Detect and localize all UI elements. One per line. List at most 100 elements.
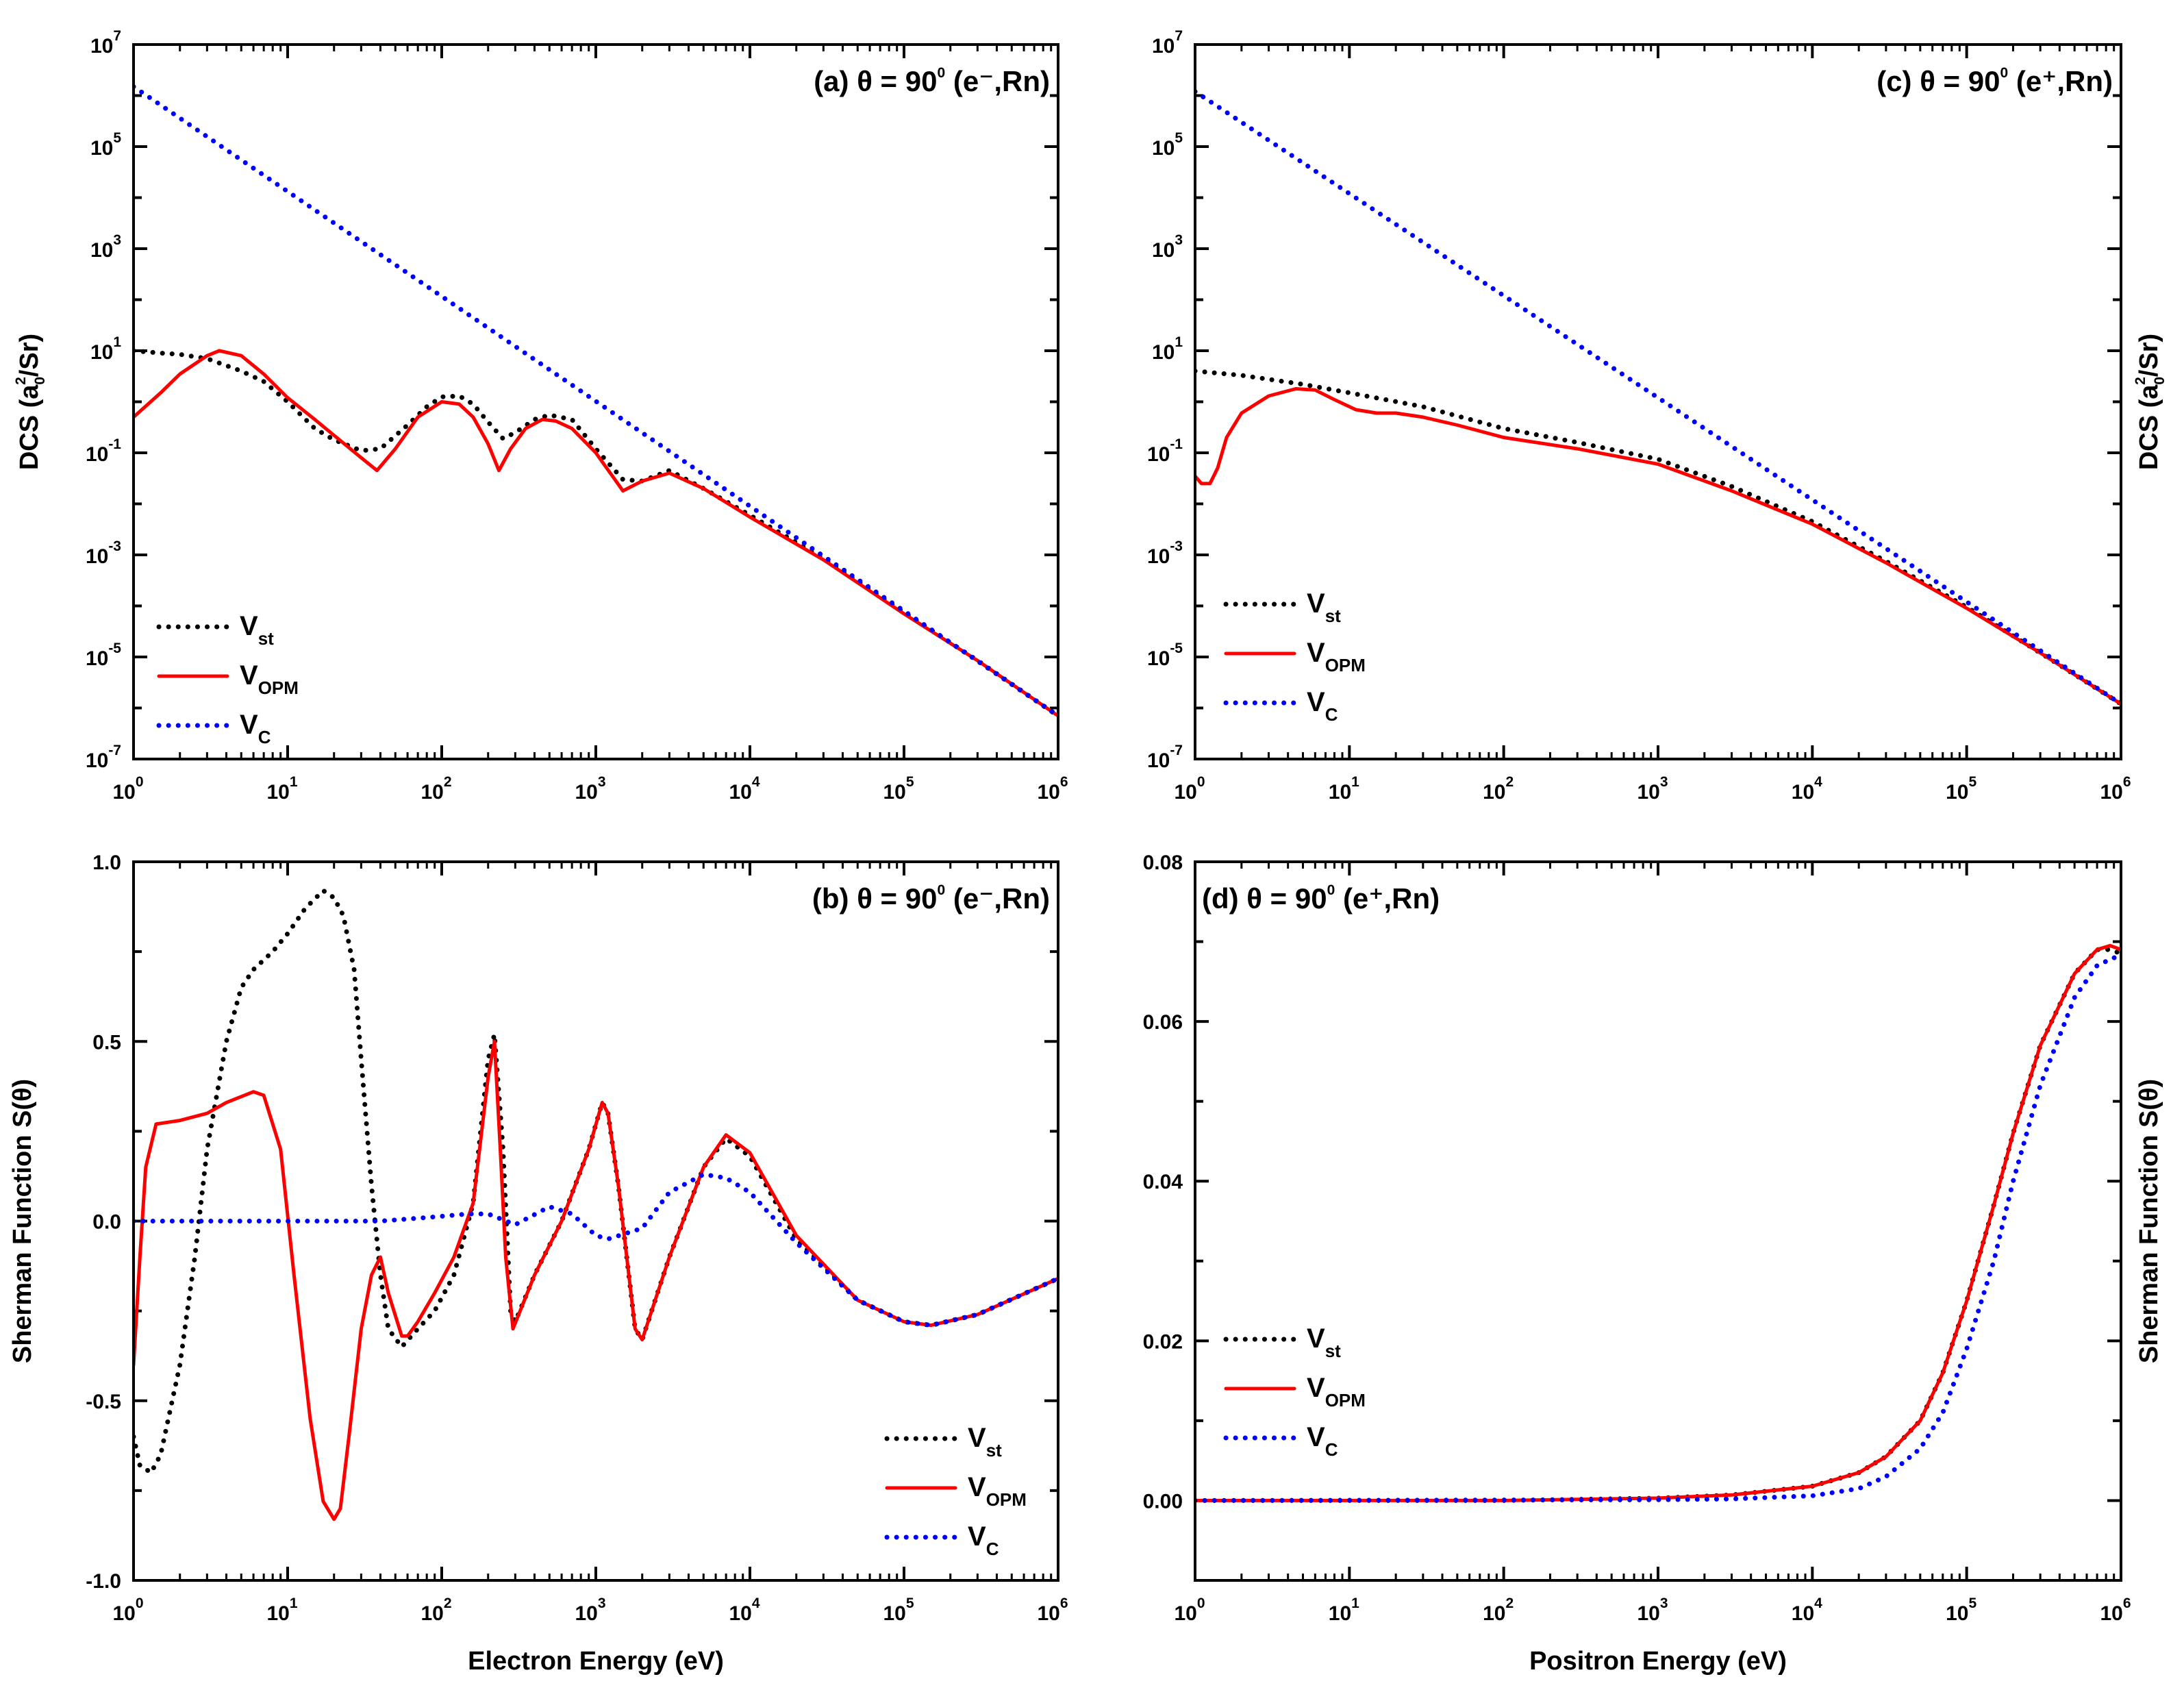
x-axis-label: Electron Energy (eV) [468, 1647, 724, 1676]
y-tick-label: 1.0 [92, 852, 121, 874]
panel-d: 100 101 102 103 104 105 106 0.00 0.02 0.04 0.06 0.0… [1143, 852, 2163, 1676]
legend: Vst VOPM VC [156, 611, 299, 747]
y-tick-label: 103 [1152, 232, 1183, 262]
plot-frame [1194, 860, 2122, 1582]
series-line-opm [1195, 387, 2121, 706]
y-tick-label: 107 [90, 28, 121, 58]
series-line-st [134, 348, 1058, 719]
y-tick-label: 103 [90, 232, 121, 262]
legend: Vst VOPM VC [884, 1423, 1027, 1559]
x-tick-label: 100 [112, 774, 143, 804]
y-tick-label: 0.02 [1143, 1330, 1183, 1353]
plot-frame [132, 860, 1059, 1582]
panel-c: 100 101 102 103 104 105 106 10-7 10-5 10-3 10-1 101… [1147, 28, 2168, 804]
y-tick-label: 101 [90, 334, 121, 364]
x-tick-label: 103 [575, 774, 605, 804]
x-tick-label: 100 [1174, 1595, 1205, 1625]
series-line-c [134, 1171, 1058, 1328]
x-tick-label: 103 [575, 1595, 605, 1625]
series-line-st [1195, 947, 2121, 1503]
y-tick-label: 10-5 [86, 641, 121, 670]
x-tick-label: 101 [1329, 1595, 1359, 1625]
y-axis-label: DCS (a02/Sr) [2133, 334, 2168, 470]
y-axis-label: Sherman Function S(θ) [8, 1079, 37, 1363]
x-tick-label: 106 [1037, 1595, 1068, 1625]
legend-label-c: VC [968, 1521, 999, 1559]
x-tick-label: 105 [1946, 1595, 1976, 1625]
x-tick-label: 100 [1174, 774, 1205, 804]
legend-label-c: VC [240, 710, 271, 747]
legend-label-opm: VOPM [240, 660, 299, 698]
y-tick-label: 0.08 [1143, 852, 1183, 874]
y-tick-label: -0.5 [86, 1391, 121, 1413]
legend-label-st: Vst [1307, 1324, 1341, 1361]
y-tick-label: 0.5 [92, 1031, 121, 1054]
series-line-st [1195, 369, 2121, 707]
legend-label-opm: VOPM [968, 1472, 1027, 1510]
series-line-opm [134, 349, 1058, 718]
legend-label-opm: VOPM [1307, 638, 1366, 675]
legend-label-c: VC [1307, 687, 1338, 725]
y-tick-label: 10-7 [1147, 743, 1183, 772]
x-tick-label: 103 [1637, 774, 1668, 804]
x-tick-label: 105 [883, 1595, 914, 1625]
legend: Vst VOPM VC [1223, 588, 1366, 725]
y-tick-label: -1.0 [86, 1570, 121, 1593]
panel-title: (b) θ = 900 (e⁻,Rn) [812, 882, 1050, 915]
panel-b: 100 101 102 103 104 105 106 -1.0 -0.5 0.0 0.5 1.0 (b… [8, 852, 1068, 1676]
y-tick-label: 0.0 [92, 1211, 121, 1234]
x-tick-label: 102 [421, 774, 451, 804]
y-tick-label: 10-1 [1147, 436, 1183, 466]
x-tick-label: 104 [1792, 774, 1822, 804]
y-tick-label: 0.00 [1143, 1490, 1183, 1513]
series-line-c [1195, 955, 2121, 1503]
legend-label-st: Vst [240, 611, 274, 649]
x-tick-label: 106 [1037, 774, 1068, 804]
y-tick-label: 10-3 [1147, 538, 1183, 568]
series-line-c [1195, 89, 2121, 707]
legend-label-st: Vst [1307, 588, 1341, 626]
y-tick-label: 0.04 [1143, 1171, 1183, 1193]
x-tick-label: 104 [729, 1595, 760, 1625]
y-tick-label: 101 [1152, 334, 1183, 364]
x-tick-label: 103 [1637, 1595, 1668, 1625]
series-line-st [134, 888, 1058, 1476]
panel-a: 100 101 102 103 104 105 106 10-7 10-5 10-3 10-1 101… [13, 28, 1068, 804]
x-tick-label: 100 [112, 1595, 143, 1625]
plot-frame [1194, 43, 2122, 760]
series-line-opm [134, 1039, 1058, 1521]
series-line-c [134, 84, 1058, 719]
y-tick-label: 0.06 [1143, 1011, 1183, 1034]
x-tick-label: 106 [2100, 774, 2131, 804]
plot-frame [132, 43, 1059, 760]
panel-title: (c) θ = 900 (e⁺,Rn) [1877, 65, 2113, 97]
y-tick-label: 10-7 [86, 743, 121, 772]
x-tick-label: 102 [421, 1595, 451, 1625]
y-tick-label: 10-3 [86, 538, 121, 568]
y-tick-label: 105 [90, 130, 121, 160]
legend-label-c: VC [1307, 1422, 1338, 1460]
x-tick-label: 101 [266, 774, 297, 804]
x-axis-label: Positron Energy (eV) [1529, 1647, 1787, 1676]
x-tick-label: 102 [1483, 1595, 1514, 1625]
x-tick-label: 106 [2100, 1595, 2131, 1625]
panel-title: (d) θ = 900 (e⁺,Rn) [1202, 882, 1440, 915]
x-tick-label: 101 [1329, 774, 1359, 804]
y-tick-label: 10-1 [86, 436, 121, 466]
x-tick-label: 105 [883, 774, 914, 804]
legend: Vst VOPM VC [1223, 1324, 1366, 1460]
series-line-opm [1195, 943, 2121, 1502]
y-tick-label: 105 [1152, 130, 1183, 160]
y-axis-label: DCS (a02/Sr) [13, 334, 48, 470]
y-tick-label: 107 [1152, 28, 1183, 58]
legend-label-opm: VOPM [1307, 1373, 1366, 1411]
x-tick-label: 104 [729, 774, 760, 804]
x-tick-label: 102 [1483, 774, 1514, 804]
y-tick-label: 10-5 [1147, 641, 1183, 670]
x-tick-label: 105 [1946, 774, 1976, 804]
y-axis-label: Sherman Function S(θ) [2135, 1079, 2163, 1363]
x-tick-label: 101 [266, 1595, 297, 1625]
legend-label-st: Vst [968, 1423, 1002, 1461]
panel-title: (a) θ = 900 (e⁻,Rn) [814, 65, 1050, 97]
